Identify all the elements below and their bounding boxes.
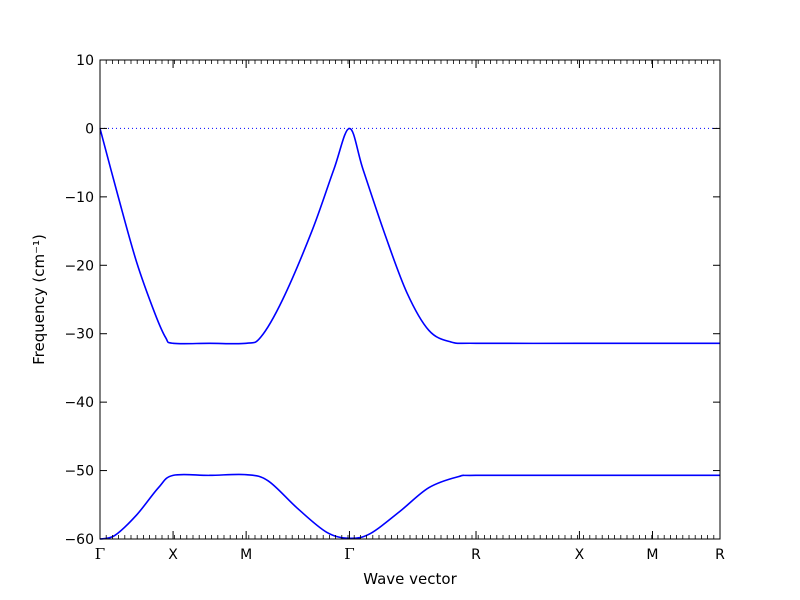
plot-frame	[99, 59, 721, 540]
series-layer	[99, 127, 720, 540]
band-1-line	[99, 127, 720, 345]
y-tick-label: −60	[64, 532, 94, 548]
y-tick-label: 0	[85, 121, 94, 137]
y-tick-label: 10	[76, 53, 94, 69]
x-tick-label: R	[715, 547, 725, 563]
x-tick-label: X	[575, 547, 585, 563]
x-tick-label: X	[168, 547, 178, 563]
x-tick-label: Γ	[95, 545, 105, 563]
x-tick-label: M	[646, 547, 658, 563]
x-tick-label: Γ	[344, 545, 354, 563]
minor-ticks	[105, 60, 715, 539]
y-tick-label: −10	[64, 190, 94, 206]
x-axis-label: Wave vector	[363, 570, 457, 588]
y-tick-label: −50	[64, 464, 94, 480]
y-tick-label: −20	[64, 258, 94, 274]
y-tick-labels: 10 0 −10 −20 −30 −40 −50 −60	[64, 53, 94, 548]
band-2-line	[99, 473, 720, 540]
y-axis-label: Frequency (cm⁻¹)	[30, 234, 48, 365]
x-tick-label: R	[471, 547, 481, 563]
y-tick-label: −40	[64, 395, 94, 411]
x-tick-label: M	[240, 547, 252, 563]
y-tick-label: −30	[64, 327, 94, 343]
